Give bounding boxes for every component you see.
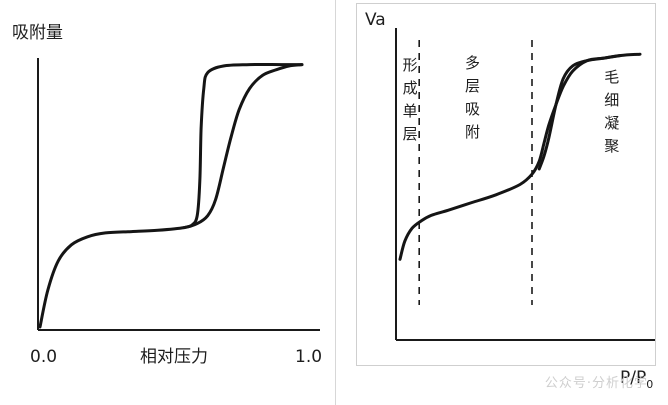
right-isotherm-panel bbox=[340, 0, 668, 405]
right-series-group bbox=[398, 52, 642, 261]
right-y-label: Va bbox=[365, 10, 386, 30]
right-region-label-1: 多层吸附 bbox=[465, 54, 480, 141]
watermark: 公众号·分析化学 bbox=[544, 376, 648, 391]
right-x-label: P/P0 bbox=[620, 368, 653, 391]
left-series-0 bbox=[38, 63, 304, 329]
left-x-tick-1: 1.0 bbox=[295, 347, 322, 367]
right-series-1 bbox=[537, 54, 623, 171]
left-x-label: 相对压力 bbox=[140, 347, 208, 367]
left-isotherm-panel: 吸附量 0.0 1.0 相对压力 bbox=[12, 0, 336, 405]
left-y-label: 吸附量 bbox=[12, 23, 63, 43]
right-region-label-2: 毛细凝聚 bbox=[604, 68, 619, 155]
right-region-labels: 形成单层 多层吸附 毛细凝聚 bbox=[403, 54, 620, 155]
left-series-group bbox=[38, 63, 304, 329]
right-region-label-0: 形成单层 bbox=[403, 56, 418, 143]
right-chart-frame bbox=[356, 3, 656, 366]
left-isotherm-chart: 吸附量 0.0 1.0 相对压力 bbox=[12, 23, 322, 367]
left-series-1 bbox=[182, 63, 304, 230]
left-x-tick-0: 0.0 bbox=[30, 347, 57, 367]
